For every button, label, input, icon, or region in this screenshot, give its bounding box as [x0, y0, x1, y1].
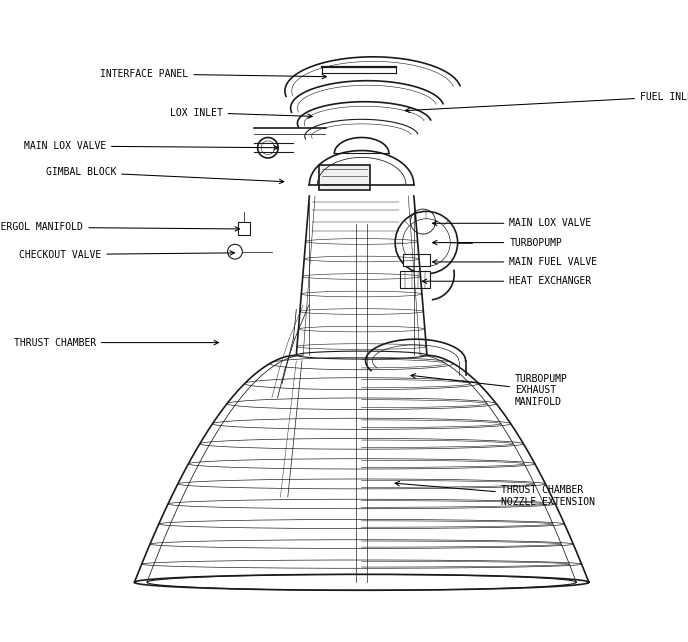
Bar	[402, 254, 430, 266]
Text: FUEL INLETS: FUEL INLETS	[405, 92, 688, 112]
Text: TURBOPUMP: TURBOPUMP	[433, 238, 562, 248]
Text: MAIN LOX VALVE: MAIN LOX VALVE	[433, 218, 592, 229]
Text: HEAT EXCHANGER: HEAT EXCHANGER	[422, 276, 592, 286]
Text: CHECKOUT VALVE: CHECKOUT VALVE	[19, 250, 235, 259]
Text: HYPERGOL MANIFOLD: HYPERGOL MANIFOLD	[0, 222, 239, 232]
FancyBboxPatch shape	[319, 165, 370, 190]
Text: THRUST CHAMBER: THRUST CHAMBER	[14, 338, 219, 347]
Text: TURBOPUMP
EXHAUST
MANIFOLD: TURBOPUMP EXHAUST MANIFOLD	[411, 374, 568, 407]
Text: MAIN FUEL VALVE: MAIN FUEL VALVE	[433, 257, 597, 267]
Text: LOX INLET: LOX INLET	[169, 107, 312, 118]
Bar	[400, 271, 430, 288]
Text: THRUST CHAMBER
NOZZLE EXTENSION: THRUST CHAMBER NOZZLE EXTENSION	[395, 482, 595, 507]
Text: INTERFACE PANEL: INTERFACE PANEL	[100, 69, 326, 79]
Bar	[238, 222, 250, 235]
Text: GIMBAL BLOCK: GIMBAL BLOCK	[45, 167, 284, 184]
Text: MAIN LOX VALVE: MAIN LOX VALVE	[24, 141, 278, 151]
